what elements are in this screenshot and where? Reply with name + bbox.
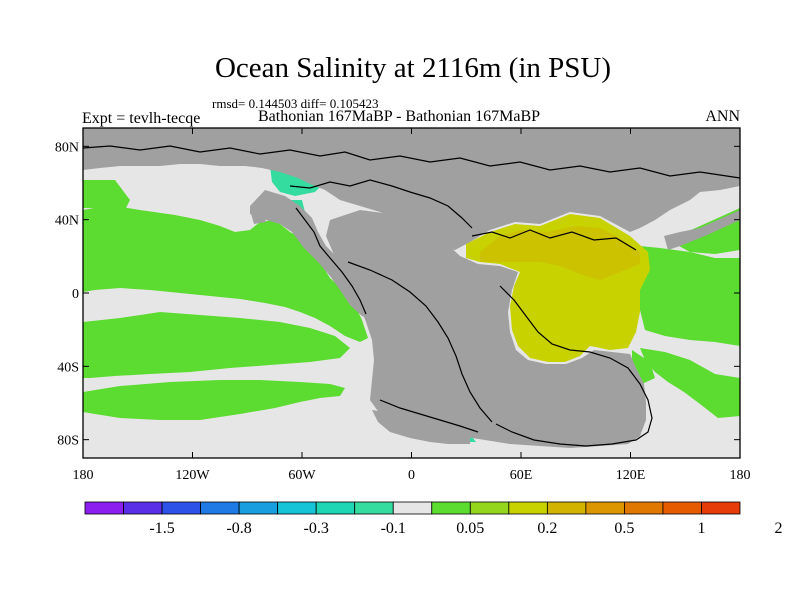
experiment-subtitle: Bathonian 167MaBP - Bathonian 167MaBP xyxy=(258,108,541,125)
colorbar-swatch xyxy=(624,501,664,515)
colorbar-swatch xyxy=(200,501,240,515)
lon-label: 120W xyxy=(175,468,210,483)
colorbar-swatch xyxy=(662,501,702,515)
lat-label: 80S xyxy=(57,434,79,449)
pacific-gyre-ring xyxy=(83,312,350,378)
colorbar-swatch xyxy=(392,501,433,515)
lat-label: 0 xyxy=(72,287,79,302)
colorbar-tick-label: 0.05 xyxy=(456,520,484,537)
coastline-antarctic xyxy=(379,399,479,433)
north-pacific-west-strip xyxy=(83,180,130,210)
colorbar-tick-label: -1.5 xyxy=(149,520,174,537)
lon-label: 180 xyxy=(730,468,751,483)
lon-label: 120E xyxy=(616,468,646,483)
colorbar-tick-label: -0.8 xyxy=(226,520,251,537)
lat-label: 40N xyxy=(55,214,79,229)
page-title: Ocean Salinity at 2116m (in PSU) xyxy=(214,52,612,84)
colorbar-tick-label: 0.2 xyxy=(537,520,557,537)
map-panel xyxy=(82,127,741,459)
colorbar-swatch xyxy=(161,501,201,515)
colorbar-tick-label: 2 xyxy=(775,520,783,537)
pangaea-central xyxy=(326,210,646,448)
lon-label: 60E xyxy=(510,468,533,483)
coastline-gondwana xyxy=(347,261,493,423)
colorbar-swatch xyxy=(238,501,279,515)
eastern-island xyxy=(664,210,740,250)
colorbar-swatch xyxy=(431,501,471,515)
latitude-labels: 80N 40N 0 40S 80S xyxy=(55,140,79,448)
colorbar-labels: -1.5 -0.8 -0.3 -0.1 0.05 0.2 0.5 1 2 xyxy=(149,520,782,537)
coastline-africa xyxy=(495,285,653,447)
rmsd-diff-stats: rmsd= 0.144503 diff= 0.105423 xyxy=(212,96,379,111)
coastline-north-america xyxy=(295,207,367,315)
southern-ocean-green xyxy=(83,380,345,420)
antarctic-coast xyxy=(372,410,470,444)
longitude-labels: 180 120W 60W 0 60E 120E 180 xyxy=(73,468,751,483)
season-label: ANN xyxy=(705,108,740,125)
coastlines xyxy=(82,145,741,447)
colorbar-swatch xyxy=(277,501,317,515)
colorbar-tick-label: 0.5 xyxy=(614,520,634,537)
coastline-arctic xyxy=(82,145,741,179)
experiment-id: Expt = tevlh-tecqe xyxy=(82,110,201,127)
colorbar-swatch xyxy=(123,501,163,515)
north-america-west xyxy=(250,190,372,320)
colorbar-swatch xyxy=(701,501,741,515)
salinity-green-regions xyxy=(83,180,740,420)
colorbar-swatch xyxy=(84,501,124,515)
coastline-tethys-north xyxy=(471,229,637,251)
coastline-north-1 xyxy=(289,179,473,229)
colorbar-swatch xyxy=(508,501,548,515)
colorbar-swatch xyxy=(469,501,510,515)
colorbar-tick-label: -0.3 xyxy=(304,520,329,537)
colorbar-tick-label: -0.1 xyxy=(381,520,406,537)
colorbar-swatch xyxy=(546,501,587,515)
southeast-green xyxy=(640,348,740,418)
lat-label: 80N xyxy=(55,140,79,155)
colorbar-swatch xyxy=(354,501,394,515)
arctic-landmass xyxy=(83,128,740,250)
lon-label: 180 xyxy=(73,468,94,483)
axis-ticks xyxy=(82,128,741,458)
colorbar-swatch xyxy=(315,501,356,515)
colorbar-tick-label: 1 xyxy=(697,520,705,537)
north-pacific-green xyxy=(83,205,368,342)
colorbar xyxy=(84,501,741,515)
colorbar-swatch xyxy=(585,501,625,515)
lon-label: 60W xyxy=(288,468,316,483)
lat-label: 40S xyxy=(57,360,79,375)
west-pacific-islands xyxy=(250,210,266,224)
land-masses xyxy=(83,128,740,448)
lon-label: 0 xyxy=(408,468,415,483)
